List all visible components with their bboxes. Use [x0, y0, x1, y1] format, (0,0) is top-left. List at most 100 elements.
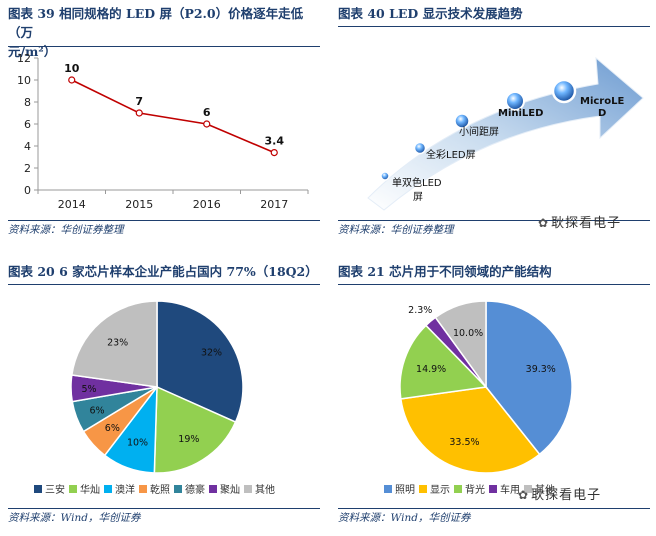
legend-swatch	[209, 484, 217, 493]
data-point	[203, 120, 211, 128]
series-line	[71, 79, 275, 154]
panel-led-trend: 图表 40 LED 显示技术发展趋势 单双色LED 屏 全彩LED屏	[338, 4, 650, 236]
usage-pie-chart: 39.3% 33.5% 14.9% 2.3% 10.0%	[399, 300, 573, 474]
pie-slice	[156, 300, 244, 424]
stage-label: 单双色LED	[392, 176, 442, 189]
data-point	[270, 148, 278, 157]
y-tick-label: 6	[24, 118, 31, 131]
slice-label: 5%	[81, 384, 96, 395]
data-label: 10	[64, 62, 80, 75]
source-note: 资料来源：华创证券整理	[8, 224, 124, 236]
legend-item: 其他	[244, 481, 275, 496]
stage-label: D	[598, 108, 606, 119]
stage-label: 全彩LED屏	[426, 148, 476, 161]
slice-label: 10.0%	[453, 328, 483, 339]
pie-slice	[153, 385, 237, 474]
panel-title: 图表 21 芯片用于不同领域的产能结构	[338, 264, 552, 279]
y-tick-label: 4	[24, 140, 31, 153]
legend-item: 乾照	[139, 481, 170, 496]
slice-label: 33.5%	[449, 437, 479, 448]
legend-label: 华灿	[80, 485, 100, 496]
data-point	[68, 76, 76, 84]
x-tick-label: 2016	[193, 198, 221, 211]
legend-item: 显示	[419, 481, 450, 496]
panel-title: 图表 40 LED 显示技术发展趋势	[338, 6, 523, 21]
legend-swatch	[174, 484, 182, 493]
stage-5: MicroLE D	[551, 78, 624, 119]
source-note: 资料来源：Wind，华创证券	[338, 512, 471, 524]
watermark-text: 耿探看电子	[551, 216, 622, 231]
legend-item: 华灿	[69, 481, 100, 496]
legend-swatch	[524, 484, 532, 493]
data-point	[135, 109, 143, 117]
capacity-pie-legend: 三安 华灿 澳洋 乾照 德豪 聚灿 其他	[34, 481, 279, 496]
legend-item: 车用	[489, 481, 520, 496]
slice-label: 32%	[201, 348, 222, 359]
pie-slice	[434, 300, 487, 390]
watermark: ✿ 耿探看电子	[518, 484, 601, 503]
stage-label: 屏	[413, 191, 423, 203]
legend-item: 背光	[454, 481, 485, 496]
wechat-icon: ✿	[538, 216, 550, 230]
stage-dot	[551, 78, 577, 104]
stage-label: MiniLED	[498, 108, 543, 119]
pie-slice	[399, 324, 488, 400]
legend-label: 背光	[465, 485, 485, 496]
legend-item: 照明	[384, 481, 415, 496]
legend-label: 聚灿	[220, 485, 240, 496]
source-note: 资料来源：华创证券整理	[338, 224, 454, 236]
legend-label: 车用	[500, 485, 520, 496]
source-note: 资料来源：Wind，华创证券	[8, 512, 141, 524]
watermark: ✿ 耿探看电子	[538, 212, 621, 231]
legend-swatch	[419, 484, 427, 493]
panel-title: 图表 39 相同规格的 LED 屏（P2.0）价格逐年走低（万 元/m²）	[8, 4, 320, 61]
legend-swatch	[104, 484, 112, 493]
legend-label: 其他	[535, 485, 555, 496]
y-tick-label: 2	[24, 162, 31, 175]
x-tick-label: 2017	[260, 198, 288, 211]
panel-title: 图表 20 6 家芯片样本企业产能占国内 77%（18Q2）	[8, 264, 318, 279]
legend-swatch	[454, 484, 462, 493]
slice-label: 10%	[127, 438, 148, 449]
title-rule	[8, 284, 320, 285]
stage-1: 单双色LED 屏	[380, 171, 442, 203]
slice-label: 6%	[105, 423, 120, 434]
slice-label: 6%	[90, 405, 105, 416]
source-rule	[338, 508, 650, 509]
stage-dot	[505, 91, 525, 111]
legend-item: 澳洋	[104, 481, 135, 496]
title-rule	[8, 46, 320, 47]
legend-label: 澳洋	[115, 485, 135, 496]
stage-label: 小间距屏	[459, 125, 499, 138]
stage-dot	[380, 171, 390, 181]
panel-chip-capacity: 图表 20 6 家芯片样本企业产能占国内 77%（18Q2） 32% 19% 10%…	[8, 262, 320, 532]
panel-led-price: 图表 39 相同规格的 LED 屏（P2.0）价格逐年走低（万 元/m²） 0 2…	[8, 4, 320, 236]
data-label: 6	[203, 106, 211, 119]
source-rule	[8, 220, 320, 221]
title-rule	[338, 284, 650, 285]
trend-diagram: 单双色LED 屏 全彩LED屏 小间距屏 MiniLED MicroLE D	[367, 56, 644, 211]
legend-label: 德豪	[185, 485, 205, 496]
slice-label: 14.9%	[416, 364, 446, 375]
stage-3: 小间距屏	[454, 113, 499, 138]
title-line-1: 图表 39 相同规格的 LED 屏（P2.0）价格逐年走低（万	[8, 6, 304, 40]
source-rule	[8, 508, 320, 509]
legend-label: 其他	[255, 485, 275, 496]
legend-swatch	[489, 484, 497, 493]
legend-label: 照明	[395, 485, 415, 496]
legend-item: 德豪	[174, 481, 205, 496]
pie-slice	[399, 386, 541, 474]
price-line-chart: 0 2 4 6 8 10 12 2014 2015 2016 2017 10 7 6 3.4	[17, 52, 309, 211]
legend-item: 聚灿	[209, 481, 240, 496]
legend-swatch	[139, 484, 147, 493]
stage-dot	[454, 113, 470, 129]
y-tick-label: 12	[17, 52, 31, 65]
stage-dot	[413, 141, 427, 155]
data-label: 3.4	[265, 135, 285, 148]
title-rule	[338, 26, 650, 27]
watermark-text: 耿探看电子	[531, 488, 602, 503]
slice-label: 2.3%	[408, 305, 432, 316]
panel-chip-usage: 图表 21 芯片用于不同领域的产能结构 39.3% 33.5% 14.9% 2.3% 1…	[338, 262, 650, 532]
legend-swatch	[244, 484, 252, 493]
slice-label: 19%	[178, 434, 199, 445]
